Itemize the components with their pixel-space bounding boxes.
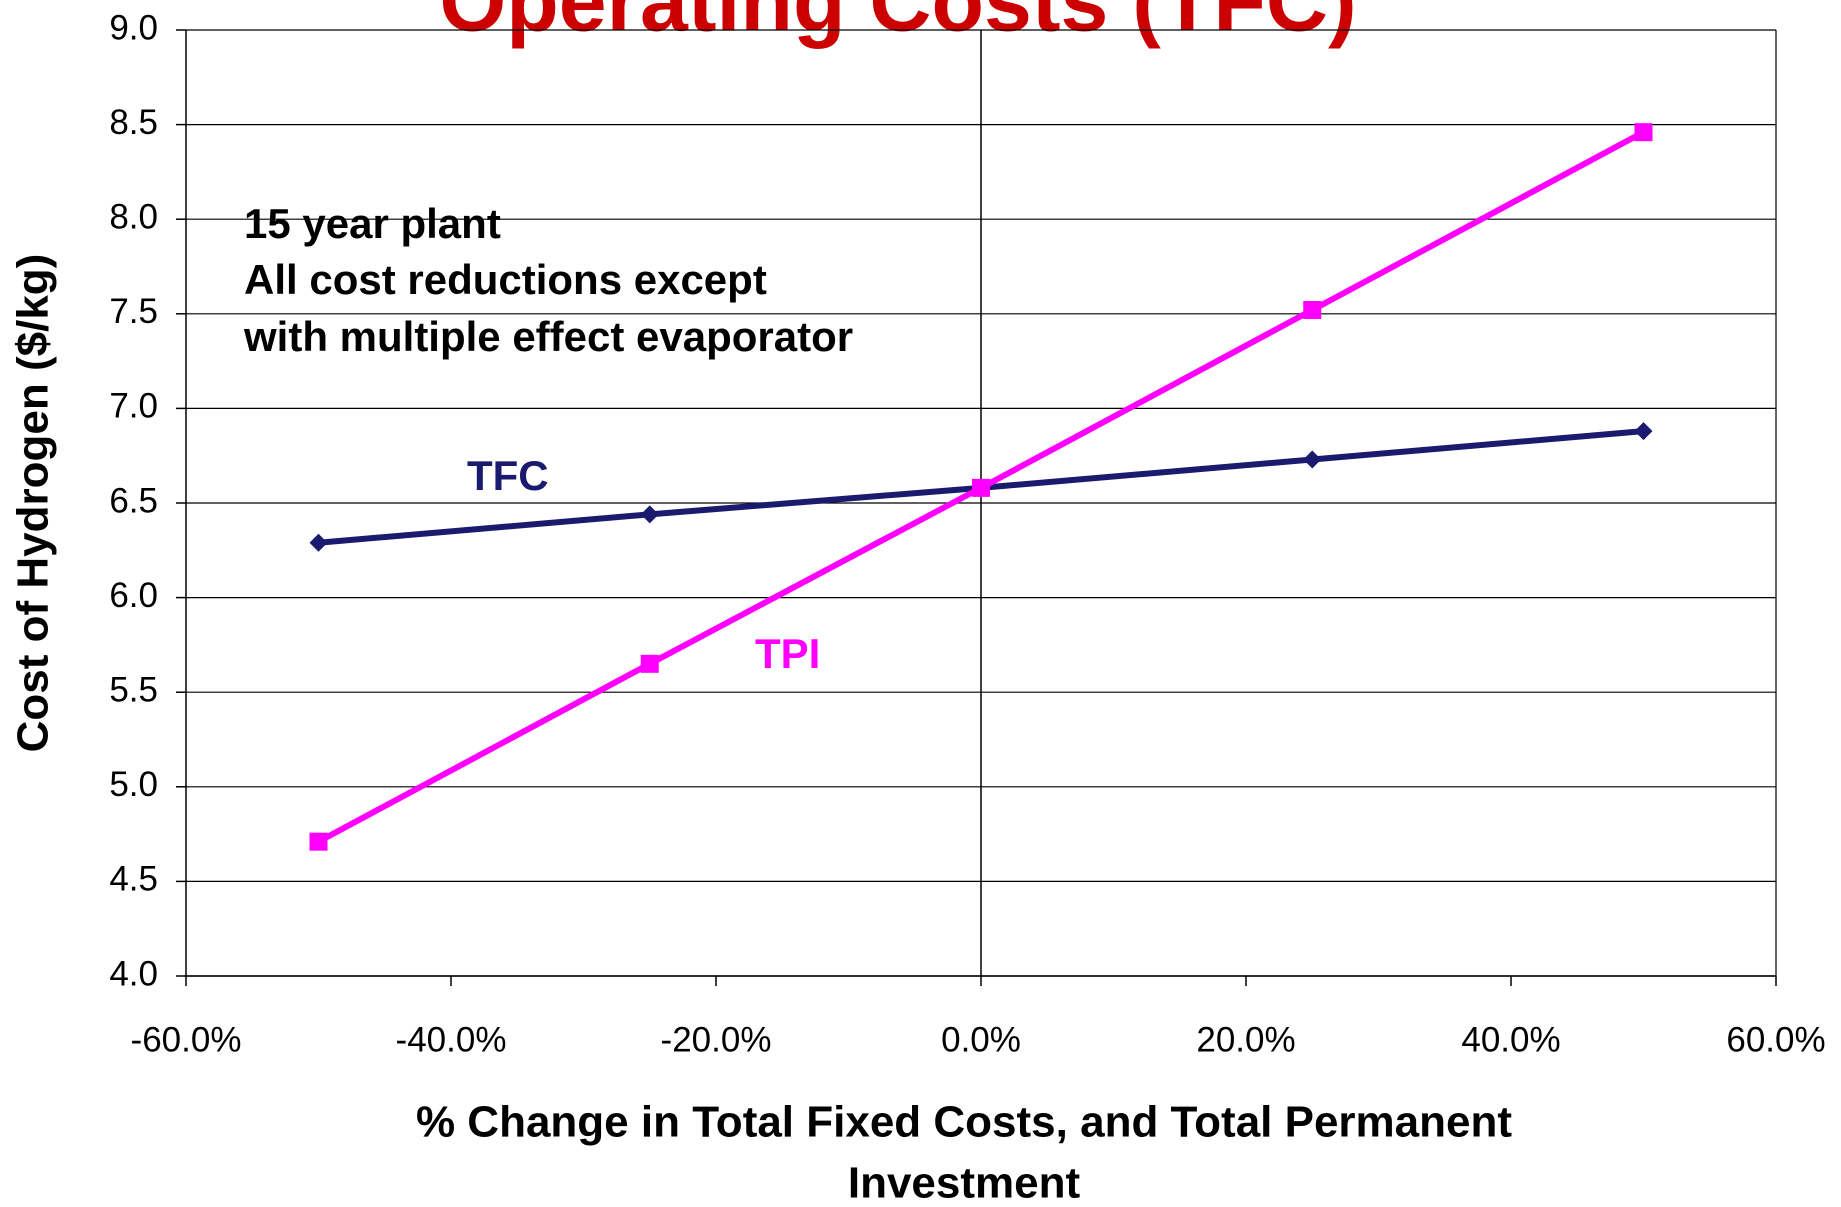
y-tick-label: 6.0	[109, 576, 158, 615]
marker	[1634, 123, 1653, 142]
y-tick-label: 4.5	[109, 860, 158, 899]
annotation: with multiple effect evaporator	[243, 313, 853, 360]
series-label: TPI	[755, 630, 820, 677]
marker	[1634, 422, 1653, 441]
marker	[1303, 450, 1322, 469]
x-tick-label: 40.0%	[1461, 1020, 1560, 1059]
x-tick-label: 60.0%	[1726, 1020, 1825, 1059]
x-tick-label: -40.0%	[396, 1020, 507, 1059]
x-tick-label: -20.0%	[661, 1020, 772, 1059]
series-label: TFC	[467, 452, 549, 499]
x-tick-label: 0.0%	[941, 1020, 1021, 1059]
x-tick-label: 20.0%	[1196, 1020, 1295, 1059]
x-tick-label: -60.0%	[131, 1020, 242, 1059]
y-tick-label: 4.0	[109, 954, 158, 993]
marker	[640, 654, 659, 673]
y-tick-label: 8.5	[109, 103, 158, 142]
marker	[309, 533, 328, 552]
y-tick-label: 5.5	[109, 670, 158, 709]
y-tick-label: 8.0	[109, 197, 158, 236]
y-tick-label: 7.5	[109, 292, 158, 331]
y-tick-label: 6.5	[109, 481, 158, 520]
marker	[972, 478, 990, 497]
y-tick-label: 5.0	[109, 765, 158, 804]
annotation: All cost reductions except	[244, 256, 767, 303]
marker	[640, 505, 659, 524]
chart-title: Operating Costs (TFC)	[439, 0, 1356, 50]
x-axis-title: Investment	[848, 1159, 1081, 1207]
y-axis-title: Cost of Hydrogen ($/kg)	[9, 254, 58, 753]
x-axis-title: % Change in Total Fixed Costs, and Total…	[416, 1098, 1512, 1147]
y-tick-label: 9.0	[109, 8, 158, 47]
annotation: 15 year plant	[244, 200, 501, 247]
y-tick-label: 7.0	[109, 387, 158, 426]
marker	[309, 832, 328, 851]
marker	[1303, 301, 1322, 320]
